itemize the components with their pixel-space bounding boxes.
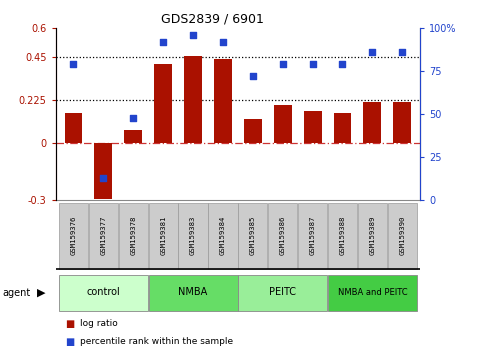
Bar: [65, 113, 83, 143]
Text: GSM159378: GSM159378: [130, 215, 136, 255]
Text: log ratio: log ratio: [80, 319, 117, 329]
Bar: [334, 113, 352, 143]
Point: [279, 62, 286, 67]
Point: [309, 62, 316, 67]
Point: [369, 50, 376, 55]
Point: [99, 175, 107, 181]
Bar: [328, 275, 417, 311]
Bar: [119, 203, 148, 269]
Point: [398, 50, 406, 55]
Bar: [304, 111, 322, 143]
Bar: [274, 105, 292, 143]
Text: GSM159389: GSM159389: [369, 215, 375, 255]
Bar: [268, 203, 298, 269]
Bar: [388, 203, 417, 269]
Text: GSM159384: GSM159384: [220, 215, 226, 255]
Text: GSM159383: GSM159383: [190, 215, 196, 255]
Text: GSM159376: GSM159376: [71, 215, 76, 255]
Text: agent: agent: [2, 288, 30, 298]
Bar: [124, 130, 142, 143]
Text: GSM159381: GSM159381: [160, 215, 166, 255]
Text: GSM159386: GSM159386: [280, 215, 286, 255]
Bar: [238, 275, 327, 311]
Point: [339, 62, 346, 67]
Text: GSM159388: GSM159388: [340, 215, 345, 255]
Point: [159, 39, 167, 45]
Text: ▶: ▶: [37, 288, 45, 298]
Text: percentile rank within the sample: percentile rank within the sample: [80, 337, 233, 346]
Text: GSM159385: GSM159385: [250, 215, 256, 255]
Bar: [94, 143, 113, 199]
Bar: [298, 203, 327, 269]
Text: GSM159377: GSM159377: [100, 215, 106, 255]
Bar: [154, 64, 172, 143]
Text: GSM159387: GSM159387: [310, 215, 315, 255]
Bar: [328, 203, 357, 269]
Bar: [89, 203, 118, 269]
Text: GDS2839 / 6901: GDS2839 / 6901: [161, 12, 264, 25]
Bar: [59, 203, 88, 269]
Bar: [363, 102, 382, 143]
Text: NMBA: NMBA: [178, 287, 208, 297]
Bar: [148, 203, 178, 269]
Bar: [184, 56, 202, 143]
Point: [189, 32, 197, 38]
Point: [70, 62, 77, 67]
Bar: [148, 275, 238, 311]
Bar: [358, 203, 387, 269]
Bar: [393, 102, 411, 143]
Bar: [208, 203, 238, 269]
Bar: [238, 203, 268, 269]
Point: [219, 39, 227, 45]
Point: [129, 115, 137, 120]
Text: ■: ■: [65, 337, 74, 347]
Text: NMBA and PEITC: NMBA and PEITC: [338, 287, 407, 297]
Point: [249, 74, 256, 79]
Text: PEITC: PEITC: [269, 287, 296, 297]
Text: GSM159390: GSM159390: [399, 215, 405, 255]
Text: ■: ■: [65, 319, 74, 329]
Bar: [244, 119, 262, 143]
Bar: [178, 203, 208, 269]
Text: control: control: [86, 287, 120, 297]
Bar: [214, 59, 232, 143]
Bar: [59, 275, 148, 311]
